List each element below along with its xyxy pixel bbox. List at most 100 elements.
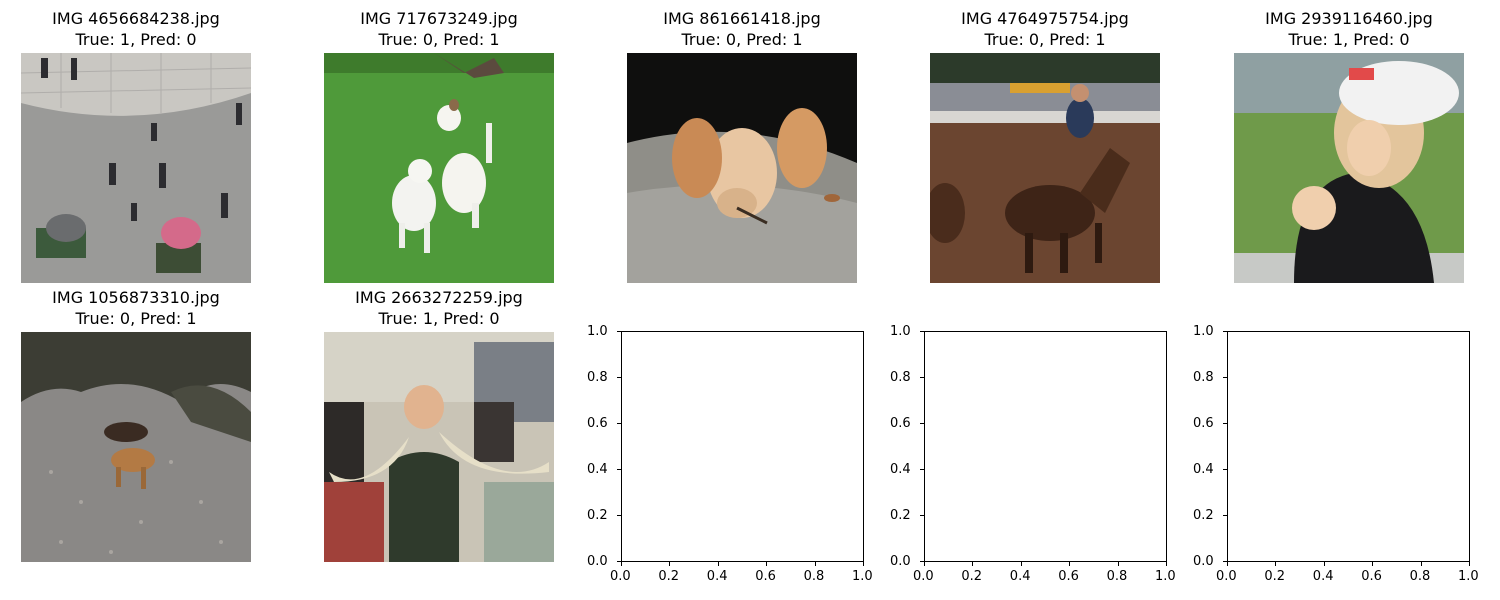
y-tick-mark — [1223, 515, 1227, 516]
x-tick-label: 0.0 — [913, 569, 934, 584]
image-puppy — [627, 53, 857, 283]
y-tick-mark — [617, 423, 621, 424]
panel-title: IMG 717673249.jpg True: 0, Pred: 1 — [324, 8, 554, 50]
x-tick-mark — [766, 562, 768, 566]
x-tick-label: 0.8 — [1409, 569, 1431, 584]
y-tick-mark — [920, 331, 924, 332]
y-tick-label: 0.2 — [890, 508, 911, 523]
x-tick-label: 0.2 — [658, 569, 680, 584]
empty-axes — [1227, 331, 1470, 562]
panel-title: IMG 4764975754.jpg True: 0, Pred: 1 — [930, 8, 1160, 50]
x-tick-label: 0.0 — [1216, 569, 1237, 584]
x-tick-label: 0.8 — [803, 569, 825, 584]
x-tick-mark — [1372, 562, 1374, 566]
panel-title: IMG 4656684238.jpg True: 1, Pred: 0 — [21, 8, 251, 50]
y-tick-mark — [920, 561, 924, 562]
y-tick-mark — [617, 515, 621, 516]
y-tick-mark — [1223, 377, 1227, 378]
image-filename: IMG 2939116460.jpg — [1265, 9, 1433, 28]
empty-axes — [924, 331, 1167, 562]
prediction-caption: True: 0, Pred: 1 — [681, 30, 803, 49]
y-tick-mark — [1223, 331, 1227, 332]
prediction-caption: True: 1, Pred: 0 — [75, 30, 197, 49]
x-tick-mark — [814, 562, 816, 566]
prediction-caption: True: 0, Pred: 1 — [75, 309, 197, 328]
y-tick-mark — [617, 331, 621, 332]
y-tick-label: 1.0 — [1193, 324, 1214, 339]
x-tick-label: 0.2 — [961, 569, 983, 584]
panel-title: IMG 2939116460.jpg True: 1, Pred: 0 — [1234, 8, 1464, 50]
y-tick-mark — [617, 469, 621, 470]
y-tick-mark — [617, 377, 621, 378]
x-tick-label: 0.4 — [1009, 569, 1031, 584]
image-dog-on-beach — [21, 332, 251, 562]
y-tick-mark — [920, 469, 924, 470]
prediction-caption: True: 0, Pred: 1 — [984, 30, 1106, 49]
y-tick-mark — [617, 561, 621, 562]
image-plaza-people — [21, 53, 251, 283]
prediction-caption: True: 1, Pred: 0 — [378, 309, 500, 328]
image-filename: IMG 861661418.jpg — [663, 9, 821, 28]
x-tick-label: 0.6 — [1361, 569, 1382, 584]
x-tick-mark — [1020, 562, 1022, 566]
x-tick-label: 0.0 — [610, 569, 631, 584]
image-filename: IMG 4656684238.jpg — [52, 9, 220, 28]
x-tick-mark — [717, 562, 719, 566]
y-tick-mark — [920, 377, 924, 378]
y-tick-label: 0.8 — [890, 370, 911, 385]
image-filename: IMG 717673249.jpg — [360, 9, 518, 28]
y-tick-mark — [1223, 469, 1227, 470]
y-tick-label: 0.6 — [890, 416, 911, 431]
y-tick-label: 0.2 — [587, 508, 608, 523]
x-tick-label: 0.8 — [1106, 569, 1128, 584]
x-tick-label: 0.4 — [706, 569, 728, 584]
x-tick-label: 0.4 — [1312, 569, 1334, 584]
y-tick-mark — [1223, 561, 1227, 562]
y-tick-label: 0.4 — [1193, 462, 1214, 477]
image-filename: IMG 2663272259.jpg — [355, 288, 523, 307]
empty-axes — [621, 331, 864, 562]
y-tick-mark — [920, 423, 924, 424]
y-tick-label: 0.8 — [587, 370, 608, 385]
x-tick-label: 1.0 — [1155, 569, 1176, 584]
y-tick-label: 0.4 — [890, 462, 911, 477]
x-tick-mark — [1227, 562, 1228, 566]
panel-title: IMG 1056873310.jpg True: 0, Pred: 1 — [21, 287, 251, 329]
y-tick-label: 0.8 — [1193, 370, 1214, 385]
x-tick-mark — [1469, 562, 1470, 566]
x-tick-mark — [669, 562, 671, 566]
x-tick-label: 0.6 — [1058, 569, 1079, 584]
y-tick-label: 0.0 — [890, 554, 911, 569]
x-tick-label: 1.0 — [1458, 569, 1479, 584]
x-tick-mark — [972, 562, 974, 566]
x-tick-mark — [1420, 562, 1422, 566]
prediction-caption: True: 1, Pred: 0 — [1288, 30, 1410, 49]
image-rodeo-horse — [930, 53, 1160, 283]
x-tick-label: 0.2 — [1264, 569, 1286, 584]
x-tick-label: 0.6 — [755, 569, 776, 584]
image-dogs-on-grass — [324, 53, 554, 283]
x-tick-mark — [1117, 562, 1119, 566]
y-tick-label: 1.0 — [587, 324, 608, 339]
image-filename: IMG 4764975754.jpg — [961, 9, 1129, 28]
x-tick-mark — [863, 562, 864, 566]
y-tick-label: 1.0 — [890, 324, 911, 339]
image-boy-with-horns — [324, 332, 554, 562]
y-tick-label: 0.0 — [587, 554, 608, 569]
y-tick-mark — [920, 515, 924, 516]
x-tick-mark — [1069, 562, 1071, 566]
x-tick-mark — [924, 562, 925, 566]
y-tick-mark — [1223, 423, 1227, 424]
prediction-caption: True: 0, Pred: 1 — [378, 30, 500, 49]
panel-title: IMG 2663272259.jpg True: 1, Pred: 0 — [324, 287, 554, 329]
x-tick-label: 1.0 — [852, 569, 873, 584]
panel-title: IMG 861661418.jpg True: 0, Pred: 1 — [627, 8, 857, 50]
image-girl-helmet — [1234, 53, 1464, 283]
y-tick-label: 0.4 — [587, 462, 608, 477]
image-filename: IMG 1056873310.jpg — [52, 288, 220, 307]
y-tick-label: 0.2 — [1193, 508, 1214, 523]
y-tick-label: 0.0 — [1193, 554, 1214, 569]
y-tick-label: 0.6 — [587, 416, 608, 431]
x-tick-mark — [1166, 562, 1167, 566]
x-tick-mark — [621, 562, 622, 566]
